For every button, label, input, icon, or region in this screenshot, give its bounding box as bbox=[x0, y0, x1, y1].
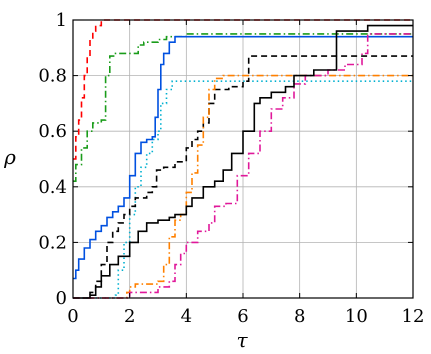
y-tick-label: 0.6 bbox=[38, 121, 67, 142]
x-axis-title: τ bbox=[236, 328, 248, 352]
series-line-7 bbox=[73, 33, 413, 299]
y-tick-label: 0.4 bbox=[38, 177, 67, 198]
x-tick-label: 4 bbox=[181, 306, 192, 327]
series-line-3 bbox=[73, 35, 413, 280]
y-tick-label: 0.8 bbox=[38, 66, 67, 87]
series-line-8 bbox=[73, 24, 413, 299]
series-line-5 bbox=[73, 55, 413, 299]
x-tick-label: 0 bbox=[67, 306, 78, 327]
x-tick-label: 10 bbox=[345, 306, 368, 327]
x-tick-label: 6 bbox=[237, 306, 248, 327]
series-line-1 bbox=[73, 19, 413, 160]
series-line-2 bbox=[73, 33, 413, 182]
ticks: 0 2 4 6 8 10 12 0 0.2 0.4 0.6 0.8 1 bbox=[38, 10, 424, 327]
y-tick-label: 0 bbox=[56, 288, 67, 309]
x-tick-label: 8 bbox=[294, 306, 305, 327]
series-line-6 bbox=[73, 74, 413, 299]
y-tick-label: 0.2 bbox=[38, 232, 67, 253]
x-tick-label: 12 bbox=[402, 306, 425, 327]
y-axis-title: ρ bbox=[3, 145, 16, 169]
series-lines bbox=[73, 19, 413, 299]
x-tick-label: 2 bbox=[124, 306, 135, 327]
y-tick-label: 1 bbox=[56, 10, 67, 31]
